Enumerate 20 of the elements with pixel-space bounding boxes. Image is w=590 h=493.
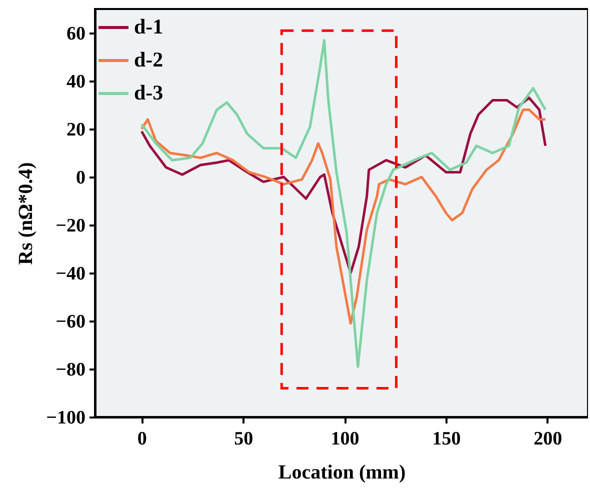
y-tick-label: −60 [56, 312, 86, 332]
legend-label: d-1 [134, 14, 164, 38]
line-series [140, 108, 547, 325]
legend-label: d-3 [134, 80, 164, 104]
x-tick-label: 200 [534, 428, 562, 450]
y-tick-label: 60 [66, 24, 86, 44]
x-tick-label: 0 [137, 428, 147, 450]
legend-label: d-2 [134, 48, 164, 72]
y-tick-label: −40 [56, 264, 86, 284]
x-tick-label: 100 [330, 428, 360, 450]
x-tick-label: 50 [234, 428, 254, 450]
x-tick-label: 150 [432, 428, 461, 450]
y-tick-label: 40 [66, 72, 86, 92]
x-axis-title: Location (mm) [278, 462, 406, 484]
y-tick-label: 0 [76, 168, 86, 188]
y-tick-label: −80 [56, 360, 86, 380]
y-tick-label: −100 [46, 408, 86, 428]
y-tick-label: 20 [66, 120, 86, 140]
y-axis-title: Rs (nΩ*0.4) [15, 162, 38, 265]
y-tick-label: −20 [56, 216, 86, 236]
